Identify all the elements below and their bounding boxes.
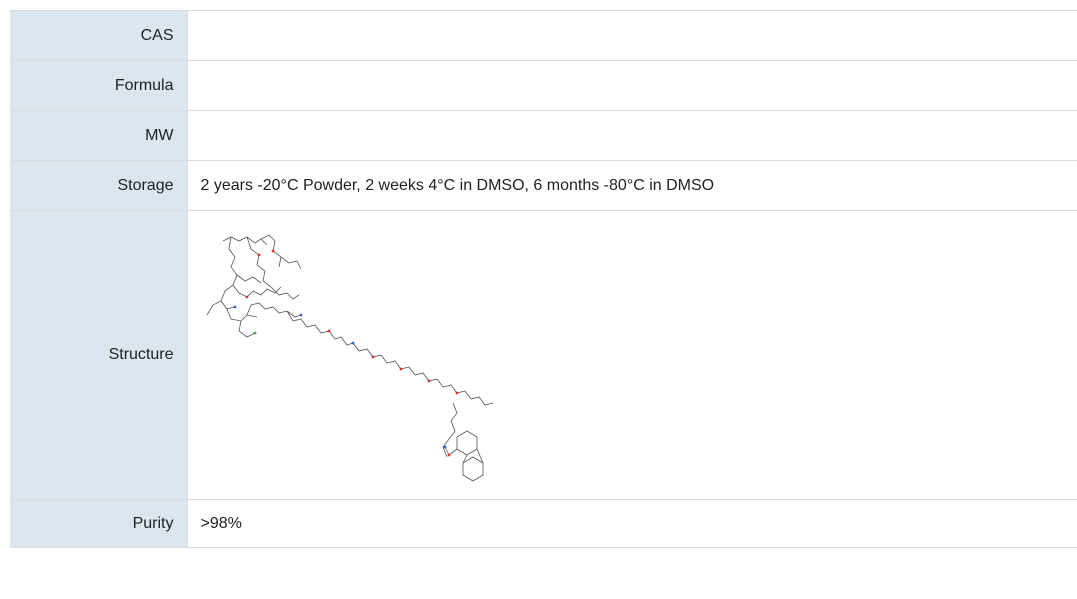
spec-label: Structure bbox=[10, 210, 188, 500]
spec-row-cas: CAS bbox=[10, 10, 1077, 61]
chemical-structure-image bbox=[206, 234, 493, 482]
spec-value bbox=[187, 60, 1077, 111]
spec-row-purity: Purity >98% bbox=[10, 499, 1077, 548]
spec-value: >98% bbox=[187, 499, 1077, 548]
spec-row-storage: Storage 2 years -20°C Powder, 2 weeks 4°… bbox=[10, 160, 1077, 211]
spec-label: Storage bbox=[10, 160, 188, 211]
product-spec-table: CAS Formula MW Storage 2 years -20°C Pow… bbox=[10, 10, 1077, 548]
spec-label: CAS bbox=[10, 10, 188, 61]
spec-value bbox=[187, 10, 1077, 61]
spec-row-structure: Structure bbox=[10, 210, 1077, 500]
spec-row-mw: MW bbox=[10, 110, 1077, 161]
spec-label: MW bbox=[10, 110, 188, 161]
spec-label: Formula bbox=[10, 60, 188, 111]
spec-value: 2 years -20°C Powder, 2 weeks 4°C in DMS… bbox=[187, 160, 1077, 211]
spec-row-formula: Formula bbox=[10, 60, 1077, 111]
spec-value bbox=[187, 110, 1077, 161]
structure-cell bbox=[187, 210, 1077, 500]
spec-label: Purity bbox=[10, 499, 188, 548]
